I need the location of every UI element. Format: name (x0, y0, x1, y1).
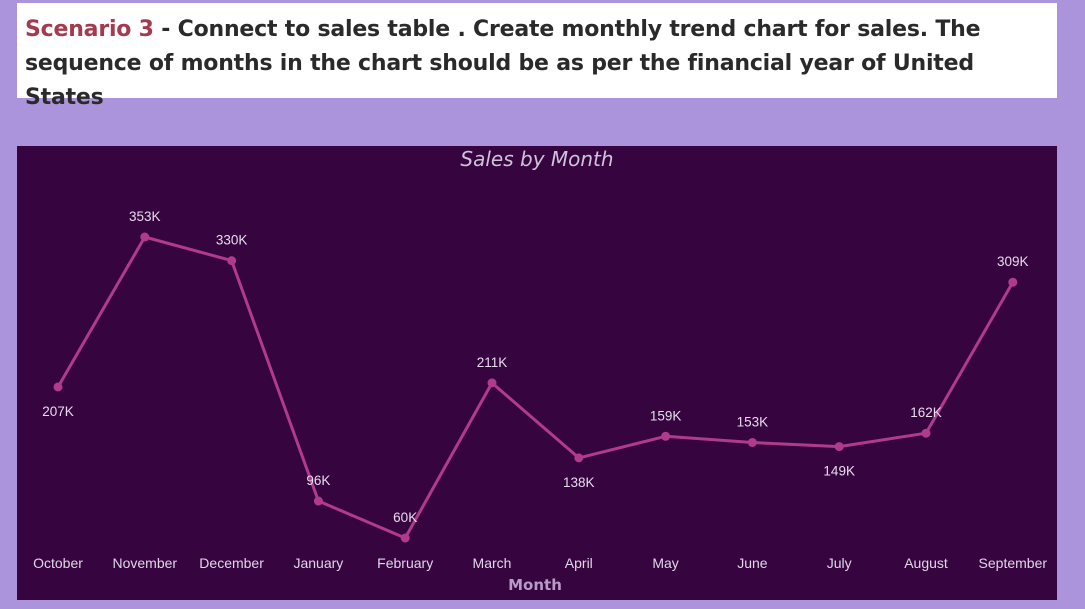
data-label-september: 309K (997, 254, 1029, 269)
data-point-september[interactable] (1008, 277, 1018, 287)
data-label-april: 138K (563, 475, 595, 490)
data-label-december: 330K (216, 233, 248, 248)
sales-line (56, 235, 1015, 540)
x-tick-april: April (565, 555, 593, 571)
data-label-october: 207K (42, 404, 74, 419)
scenario-header: Scenario 3 - Connect to sales table . Cr… (17, 3, 1057, 110)
x-axis-title: Month (508, 576, 562, 594)
x-tick-september: September (979, 555, 1048, 571)
line-layer (56, 235, 1015, 540)
data-point-june[interactable] (747, 437, 757, 447)
scenario-label: Scenario 3 (25, 17, 154, 42)
x-tick-january: January (293, 555, 343, 571)
scenario-text: Scenario 3 - Connect to sales table . Cr… (25, 13, 1049, 115)
x-tick-february: February (377, 555, 433, 571)
data-label-layer: 207K 353K 330K 96K 60K 211K 138K 159K 153K 149K 16… (42, 209, 1028, 525)
data-label-march: 211K (477, 355, 508, 370)
data-label-november: 353K (129, 209, 161, 224)
x-tick-march: March (473, 555, 512, 571)
x-tick-december: December (199, 555, 264, 571)
data-label-july: 149K (823, 464, 855, 479)
data-point-january[interactable] (313, 496, 323, 506)
data-point-november[interactable] (140, 232, 150, 242)
data-point-april[interactable] (574, 453, 584, 463)
data-label-january: 96K (306, 473, 330, 488)
x-tick-may: May (652, 555, 678, 571)
data-label-may: 159K (650, 408, 682, 423)
data-label-august: 162K (910, 405, 942, 420)
data-point-august[interactable] (921, 428, 931, 438)
data-point-october[interactable] (53, 382, 63, 392)
x-tick-july: July (827, 555, 852, 571)
x-tick-june: June (737, 555, 768, 571)
x-axis: October November December January February Ma… (33, 555, 1047, 571)
point-layer (53, 232, 1018, 543)
data-point-february[interactable] (400, 533, 410, 543)
data-point-may[interactable] (661, 431, 671, 441)
x-tick-august: August (904, 555, 948, 571)
data-point-march[interactable] (487, 378, 497, 388)
x-tick-october: October (33, 555, 83, 571)
data-point-july[interactable] (834, 442, 844, 452)
scenario-description: - Connect to sales table . Create monthl… (25, 17, 981, 110)
data-point-december[interactable] (227, 256, 237, 266)
chart-canvas: Sales by Month 207K 353K 330K 96K 60K 211K 138… (33, 147, 1047, 594)
x-tick-november: November (113, 555, 178, 571)
data-label-february: 60K (393, 510, 417, 525)
data-label-june: 153K (737, 414, 769, 429)
chart-title: Sales by Month (460, 147, 613, 171)
sales-by-month-chart[interactable]: Sales by Month 207K 353K 330K 96K 60K 211K 138… (17, 146, 1057, 600)
